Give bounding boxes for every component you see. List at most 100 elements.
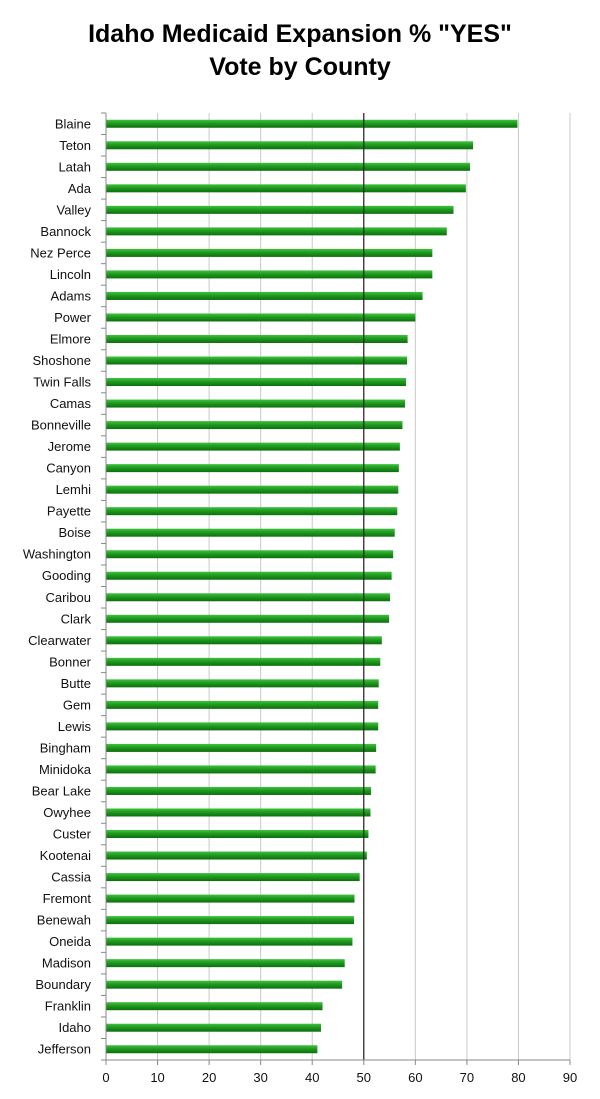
- chart-title-line-1: Idaho Medicaid Expansion % "YES": [88, 20, 512, 48]
- category-label: Bingham: [40, 740, 91, 755]
- bar: [106, 980, 343, 989]
- bar: [106, 700, 379, 709]
- bar: [106, 571, 392, 580]
- bar: [106, 442, 400, 451]
- bar: [106, 184, 466, 193]
- category-label: Boundary: [35, 977, 91, 992]
- category-label: Butte: [61, 676, 91, 691]
- category-label: Gem: [63, 697, 91, 712]
- x-tick-label: 0: [102, 1070, 109, 1085]
- bar: [106, 657, 381, 666]
- category-label: Bannock: [40, 224, 91, 239]
- bar: [106, 399, 406, 408]
- bar: [106, 916, 354, 925]
- category-label: Adams: [51, 288, 92, 303]
- category-label: Gooding: [42, 568, 91, 583]
- x-tick-label: 50: [357, 1070, 371, 1085]
- bars: [106, 119, 518, 1054]
- bar: [106, 1023, 321, 1032]
- bar: [106, 743, 377, 752]
- bar: [106, 291, 423, 300]
- category-label: Ada: [68, 181, 92, 196]
- bar: [106, 722, 379, 731]
- bar: [106, 356, 408, 365]
- category-label: Elmore: [50, 331, 91, 346]
- bar: [106, 248, 433, 257]
- category-label: Bonneville: [31, 418, 91, 433]
- category-label: Lincoln: [50, 267, 91, 282]
- bar: [106, 334, 408, 343]
- axes: [101, 112, 571, 1065]
- bar: [106, 959, 345, 968]
- category-label: Lemhi: [56, 482, 92, 497]
- category-label: Blaine: [55, 116, 91, 131]
- bar: [106, 873, 360, 882]
- bar: [106, 485, 399, 494]
- category-label: Cassia: [51, 870, 92, 885]
- category-label: Camas: [50, 396, 92, 411]
- x-tick-labels: 0 10 20 30 40 50 60 70 80 90: [102, 1070, 577, 1085]
- bar: [106, 528, 395, 537]
- category-label: Bear Lake: [32, 783, 91, 798]
- bar: [106, 765, 376, 774]
- category-label: Kootenai: [40, 848, 91, 863]
- bar: [106, 550, 394, 559]
- category-label: Jerome: [48, 439, 91, 454]
- category-label: Custer: [53, 827, 92, 842]
- category-label: Nez Perce: [30, 245, 91, 260]
- x-tick-label: 10: [150, 1070, 164, 1085]
- bar: [106, 614, 390, 623]
- chart-title-line-2: Vote by County: [209, 53, 391, 81]
- x-tick-label: 60: [408, 1070, 422, 1085]
- bar: [106, 270, 433, 279]
- category-label: Power: [54, 310, 92, 325]
- category-label: Latah: [58, 159, 91, 174]
- category-label: Teton: [59, 138, 91, 153]
- bar: [106, 421, 403, 430]
- category-label: Shoshone: [32, 353, 91, 368]
- x-tick-label: 70: [460, 1070, 474, 1085]
- bar: [106, 593, 391, 602]
- category-label: Madison: [42, 956, 91, 971]
- bar: [106, 830, 369, 839]
- category-label: Idaho: [58, 1020, 91, 1035]
- category-label: Valley: [57, 202, 92, 217]
- category-label: Fremont: [43, 891, 92, 906]
- category-label: Oneida: [49, 934, 92, 949]
- bar: [106, 313, 416, 322]
- category-label: Bonner: [49, 654, 92, 669]
- bar: [106, 162, 470, 171]
- category-label: Washington: [23, 547, 91, 562]
- bar: [106, 464, 399, 473]
- category-label: Jefferson: [38, 1042, 91, 1057]
- category-labels: Blaine Teton Latah Ada Valley Bannock Nez Perc…: [23, 116, 92, 1056]
- category-label: Minidoka: [39, 762, 92, 777]
- category-label: Twin Falls: [33, 375, 91, 390]
- category-label: Clearwater: [28, 633, 92, 648]
- bar: [106, 1045, 318, 1054]
- x-tick-label: 40: [305, 1070, 319, 1085]
- bar: [106, 808, 371, 817]
- bar: [106, 894, 355, 903]
- bar: [106, 507, 398, 516]
- category-label: Canyon: [46, 461, 91, 476]
- category-label: Boise: [58, 525, 91, 540]
- category-label: Payette: [47, 504, 91, 519]
- bar: [106, 851, 367, 860]
- category-label: Benewah: [37, 913, 91, 928]
- category-label: Caribou: [45, 590, 91, 605]
- bar: [106, 1002, 323, 1011]
- bar: [106, 679, 379, 688]
- category-label: Franklin: [45, 999, 91, 1014]
- x-tick-label: 30: [253, 1070, 267, 1085]
- category-label: Lewis: [58, 719, 92, 734]
- bar: [106, 937, 353, 946]
- bar: [106, 636, 382, 645]
- bar: [106, 141, 474, 150]
- x-tick-label: 80: [511, 1070, 525, 1085]
- bar: [106, 227, 447, 236]
- x-tick-label: 90: [563, 1070, 577, 1085]
- x-tick-label: 20: [202, 1070, 216, 1085]
- bar: [106, 378, 407, 387]
